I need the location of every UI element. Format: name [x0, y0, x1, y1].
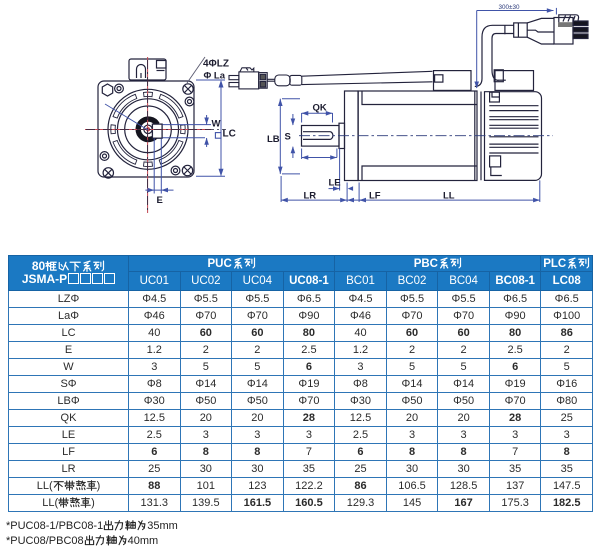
svg-text:W: W: [212, 119, 221, 130]
svg-text:300±30: 300±30: [499, 4, 520, 11]
svg-text:S: S: [285, 132, 291, 143]
svg-text:LL: LL: [443, 191, 455, 202]
svg-text:LB: LB: [267, 134, 280, 145]
svg-text:LE: LE: [329, 178, 341, 189]
svg-text:LC: LC: [223, 129, 236, 140]
svg-text:Φ La: Φ La: [204, 71, 226, 82]
svg-text:QK: QK: [313, 103, 327, 114]
svg-text:LR: LR: [304, 191, 317, 202]
svg-text:E: E: [157, 195, 163, 206]
svg-text:4ΦLZ: 4ΦLZ: [203, 59, 229, 70]
svg-text:LF: LF: [369, 191, 381, 202]
